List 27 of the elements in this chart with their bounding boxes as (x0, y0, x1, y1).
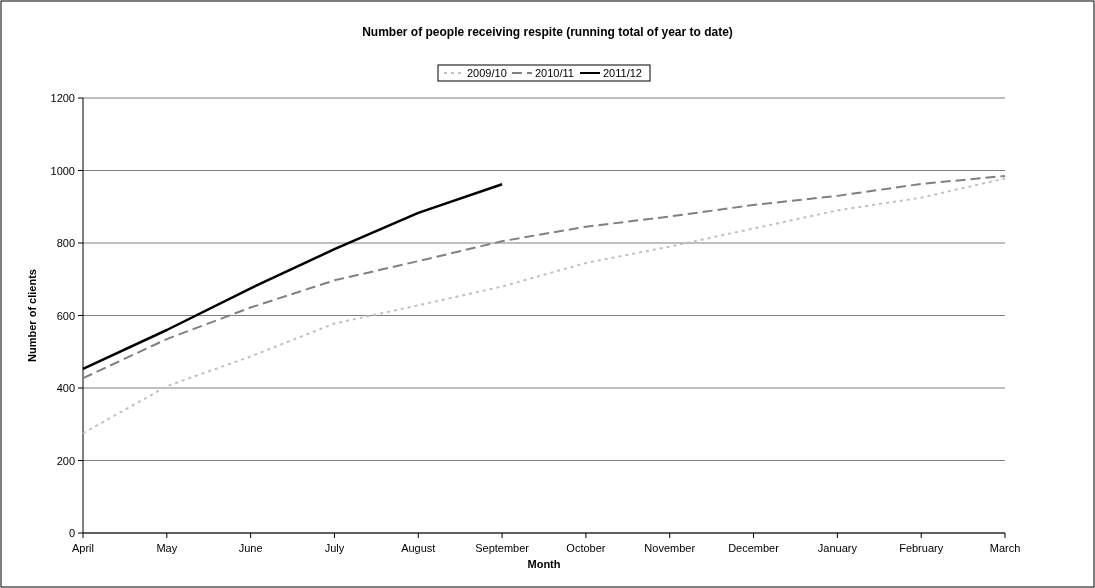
x-tick-label: July (324, 542, 345, 554)
legend-label: 2010/11 (535, 67, 574, 79)
x-tick-label: October (566, 542, 606, 554)
x-tick-label: February (899, 542, 944, 554)
y-tick-label: 1200 (50, 92, 75, 104)
x-tick-label: December (728, 542, 780, 554)
x-tick-label: August (401, 542, 436, 554)
x-tick-label: March (989, 542, 1021, 554)
y-tick-label: 400 (56, 382, 75, 394)
y-tick-label: 600 (56, 309, 75, 322)
line-series (82, 174, 1006, 380)
chart-title: Number of people receiving respite (running total of year to date) (362, 25, 733, 39)
legend-label: 2009/10 (467, 67, 507, 79)
x-tick-label: September (475, 542, 530, 554)
y-axis-title: Number of clients (26, 269, 38, 362)
y-tick-label: 200 (56, 454, 75, 467)
y-tick-label: 0 (68, 527, 75, 539)
y-tick-label: 1000 (50, 164, 75, 177)
legend-label: 2011/12 (603, 67, 642, 79)
line-series (82, 177, 1006, 435)
x-axis-title: Month (527, 558, 561, 570)
x-tick-label: May (156, 542, 178, 554)
x-tick-label: June (238, 542, 263, 554)
x-tick-label: January (817, 542, 858, 554)
x-tick-label: November (644, 542, 696, 554)
x-tick-label: April (71, 542, 95, 554)
y-tick-label: 800 (56, 237, 75, 249)
